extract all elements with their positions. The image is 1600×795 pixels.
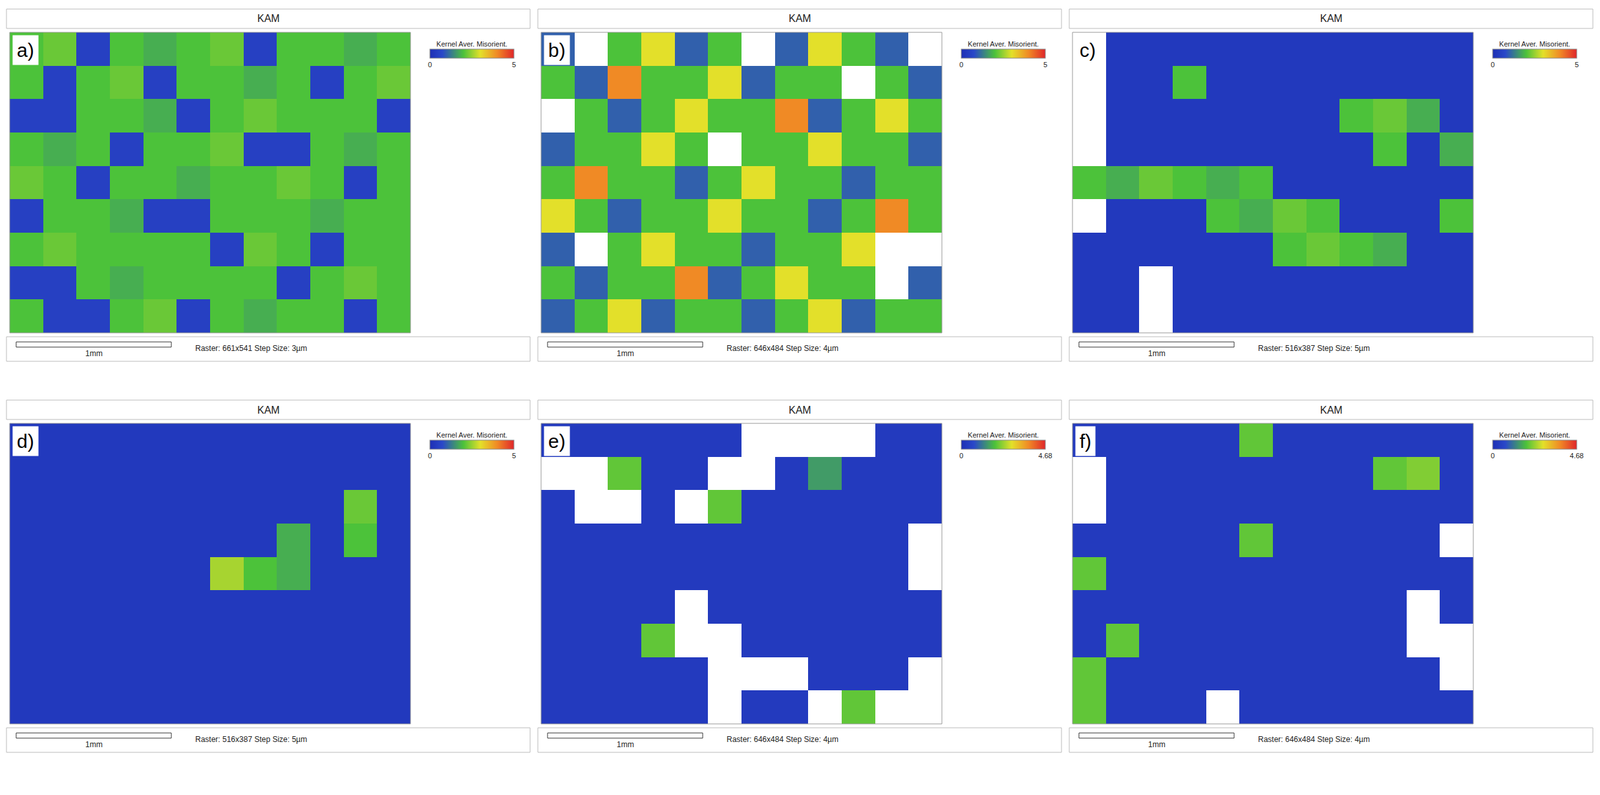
svg-text:Kernel Aver. Misorient.: Kernel Aver. Misorient. [436, 40, 508, 48]
svg-text:0: 0 [959, 60, 964, 69]
svg-text:Raster: 661x541 Step Size: 3µm: Raster: 661x541 Step Size: 3µm [195, 343, 308, 353]
svg-text:KAM: KAM [788, 404, 812, 416]
svg-text:Raster: 646x484 Step Size: 4µm: Raster: 646x484 Step Size: 4µm [726, 735, 839, 745]
svg-text:Raster: 646x484 Step Size: 4µm: Raster: 646x484 Step Size: 4µm [1258, 735, 1370, 745]
svg-text:d): d) [16, 430, 35, 452]
svg-text:Raster: 516x387 Step Size: 5µm: Raster: 516x387 Step Size: 5µm [195, 735, 308, 745]
svg-text:KAM: KAM [1320, 404, 1343, 416]
svg-text:1mm: 1mm [1148, 740, 1166, 750]
svg-text:5: 5 [1574, 60, 1579, 69]
svg-text:KAM: KAM [788, 12, 812, 24]
svg-text:1mm: 1mm [616, 349, 635, 359]
svg-text:0: 0 [1490, 451, 1495, 460]
svg-text:5: 5 [512, 451, 516, 460]
svg-text:e): e) [548, 430, 566, 452]
svg-text:0: 0 [427, 451, 432, 460]
svg-text:0: 0 [959, 451, 964, 460]
svg-text:Kernel Aver. Misorient.: Kernel Aver. Misorient. [967, 431, 1039, 439]
svg-text:a): a) [16, 39, 35, 61]
svg-text:0: 0 [427, 60, 432, 69]
svg-text:Kernel Aver. Misorient.: Kernel Aver. Misorient. [1499, 40, 1571, 48]
svg-text:f): f) [1079, 430, 1092, 452]
svg-text:0: 0 [1490, 60, 1495, 69]
svg-text:1mm: 1mm [85, 740, 103, 750]
svg-text:c): c) [1079, 39, 1096, 61]
svg-text:b): b) [548, 39, 566, 61]
svg-text:5: 5 [1043, 60, 1048, 69]
svg-text:4.68: 4.68 [1038, 451, 1052, 460]
svg-text:Raster: 646x484 Step Size: 4µm: Raster: 646x484 Step Size: 4µm [726, 343, 839, 353]
svg-text:4.68: 4.68 [1569, 451, 1584, 460]
svg-text:5: 5 [512, 60, 516, 69]
svg-text:KAM: KAM [257, 404, 280, 416]
svg-text:KAM: KAM [1320, 12, 1343, 24]
svg-text:KAM: KAM [257, 12, 280, 24]
svg-text:Kernel Aver. Misorient.: Kernel Aver. Misorient. [1499, 431, 1571, 439]
svg-text:1mm: 1mm [85, 349, 103, 359]
svg-text:1mm: 1mm [1148, 349, 1166, 359]
svg-text:Kernel Aver. Misorient.: Kernel Aver. Misorient. [967, 40, 1039, 48]
svg-text:Raster: 516x387 Step Size: 5µm: Raster: 516x387 Step Size: 5µm [1258, 343, 1370, 353]
svg-text:Kernel Aver. Misorient.: Kernel Aver. Misorient. [436, 431, 508, 439]
svg-text:1mm: 1mm [616, 740, 635, 750]
